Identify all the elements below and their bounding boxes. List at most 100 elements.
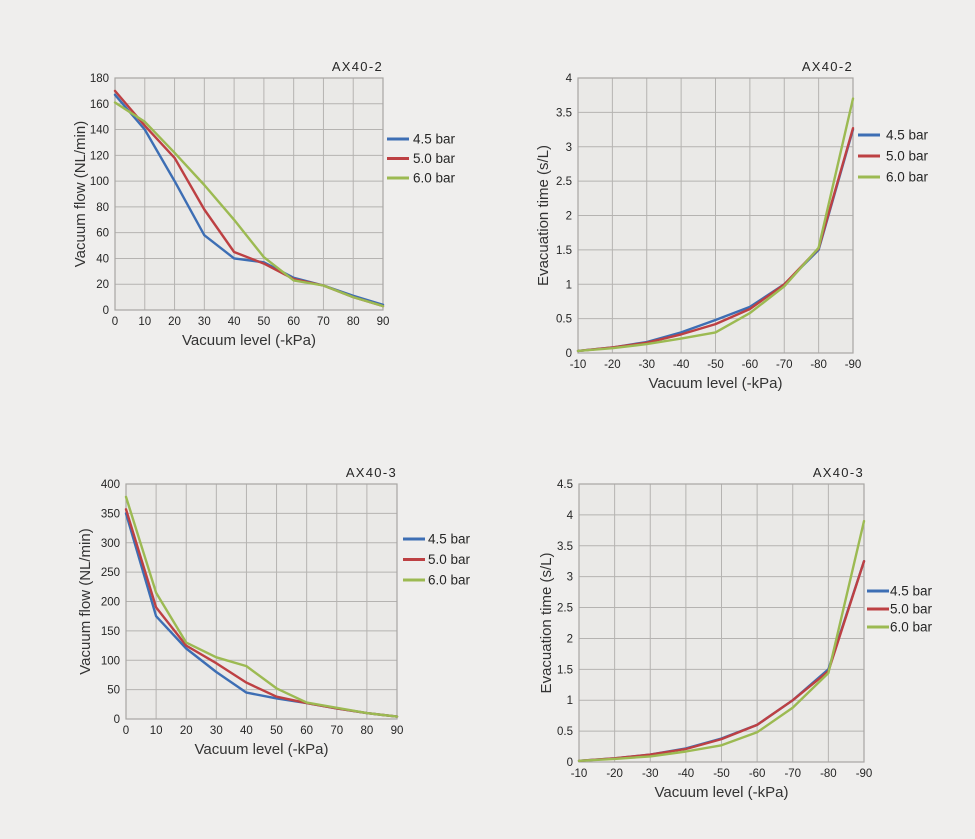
y-tick-label: 0.5	[556, 314, 572, 326]
x-tick-label: -60	[749, 768, 766, 780]
chart-ax40-2-evacuation-time: -10 -20 -30 -40 -50 -60 -70 -80 -90 0 0.5 1 1.5 2 2.5 3…	[530, 55, 975, 403]
chart-canvas: -10 -20 -30 -40 -50 -60 -70 -80 -90 0 0.5 1 1.5 2 2.5 3…	[535, 59, 929, 392]
y-tick-label: 1.5	[556, 245, 572, 257]
y-tick-label: 40	[96, 253, 109, 265]
y-tick-label: 2	[567, 633, 573, 645]
x-tick-label: 80	[347, 316, 360, 328]
x-tick-label: -20	[606, 768, 623, 780]
series-line-6-0-bar	[124, 495, 399, 718]
y-tick-label: 4	[567, 510, 574, 522]
x-axis-label: Vacuum level (-kPa)	[649, 375, 783, 392]
x-tick-label: -40	[678, 768, 695, 780]
legend-label-4-5-bar: 4.5 bar	[428, 532, 471, 547]
chart-ax40-3-vacuum-flow: 0 10 20 30 40 50 60 70 80 90 0 50 100 150 200 250 300 350…	[60, 455, 480, 773]
legend-label-5-0-bar: 5.0 bar	[886, 149, 929, 164]
y-tick-label: 4	[566, 73, 573, 85]
plot-area	[115, 78, 383, 310]
y-tick-label: 140	[90, 125, 109, 137]
legend-label-5-0-bar: 5.0 bar	[890, 602, 933, 617]
legend-label-6-0-bar: 6.0 bar	[886, 170, 929, 185]
y-tick-label: 350	[101, 508, 120, 520]
chart-title: AX40-2	[332, 59, 383, 74]
plot-frame	[125, 483, 398, 720]
x-tick-label: 20	[180, 725, 193, 737]
series-line-6-0-bar	[576, 97, 855, 353]
x-tick-label: 20	[168, 316, 181, 328]
x-tick-label: -70	[784, 768, 801, 780]
x-tick-label: 70	[330, 725, 343, 737]
x-tick-label: 60	[287, 316, 300, 328]
legend-label-4-5-bar: 4.5 bar	[413, 132, 456, 147]
x-tick-label: 0	[112, 316, 118, 328]
x-tick-label: -30	[642, 768, 659, 780]
legend-label-4-5-bar: 4.5 bar	[886, 128, 929, 143]
x-tick-label: -30	[638, 359, 655, 371]
x-tick-label: -40	[673, 359, 690, 371]
legend-label-5-0-bar: 5.0 bar	[428, 552, 471, 567]
x-axis-label: Vacuum level (-kPa)	[655, 784, 789, 801]
y-tick-label: 180	[90, 73, 109, 85]
x-tick-label: 40	[240, 725, 253, 737]
series-line-6-0-bar	[577, 519, 866, 762]
y-tick-label: 1	[567, 695, 573, 707]
y-tick-label: 4.5	[557, 479, 573, 491]
legend-label-6-0-bar: 6.0 bar	[413, 171, 456, 186]
y-tick-label: 1	[566, 279, 572, 291]
legend-label-4-5-bar: 4.5 bar	[890, 584, 933, 599]
x-tick-label: 60	[300, 725, 313, 737]
y-axis-label: Evacuation time (s/L)	[535, 145, 552, 286]
x-tick-label: 10	[138, 316, 151, 328]
y-tick-label: 3	[567, 572, 573, 584]
legend-label-6-0-bar: 6.0 bar	[890, 620, 933, 635]
x-tick-label: -90	[845, 359, 862, 371]
x-tick-label: 80	[360, 725, 373, 737]
y-tick-label: 3.5	[556, 107, 572, 119]
y-tick-label: 300	[101, 538, 120, 550]
y-tick-label: 2.5	[556, 176, 572, 188]
x-tick-label: 10	[150, 725, 163, 737]
y-tick-label: 3	[566, 142, 572, 154]
x-tick-label: -10	[570, 359, 587, 371]
legend-label-6-0-bar: 6.0 bar	[428, 573, 471, 588]
legend-label-5-0-bar: 5.0 bar	[413, 151, 456, 166]
x-tick-label: 70	[317, 316, 330, 328]
y-tick-label: 120	[90, 150, 109, 162]
y-tick-label: 2	[566, 211, 572, 223]
chart-ax40-3-evacuation-time: -10 -20 -30 -40 -50 -60 -70 -80 -90 0 0.5 1 1.5 2 2.5 3…	[530, 455, 975, 817]
x-tick-label: -80	[820, 768, 837, 780]
x-tick-label: 90	[377, 316, 390, 328]
y-tick-label: 50	[107, 685, 120, 697]
y-tick-label: 100	[90, 176, 109, 188]
chart-title: AX40-3	[346, 465, 397, 480]
plot-frame	[578, 483, 865, 763]
x-tick-label: 50	[257, 316, 270, 328]
x-tick-label: 0	[123, 725, 129, 737]
y-tick-label: 0	[567, 757, 573, 769]
chart-canvas: 0 10 20 30 40 50 60 70 80 90 0 20 40 60 80 100 120 140 160…	[72, 59, 456, 349]
y-tick-label: 0	[566, 348, 572, 360]
x-tick-label: -60	[742, 359, 759, 371]
x-tick-label: 30	[198, 316, 211, 328]
y-tick-label: 0	[103, 305, 109, 317]
x-tick-label: -80	[810, 359, 827, 371]
chart-title: AX40-3	[813, 465, 864, 480]
series-line-6-0-bar	[113, 101, 385, 308]
x-tick-label: -50	[707, 359, 724, 371]
y-tick-label: 150	[101, 626, 120, 638]
x-tick-label: 90	[391, 725, 404, 737]
x-axis-label: Vacuum level (-kPa)	[182, 332, 316, 349]
y-tick-label: 250	[101, 567, 120, 579]
x-tick-label: 50	[270, 725, 283, 737]
y-tick-label: 1.5	[557, 664, 573, 676]
y-tick-label: 0	[114, 714, 120, 726]
y-axis-label: Evacuation time (s/L)	[538, 553, 555, 694]
y-tick-label: 3.5	[557, 541, 573, 553]
x-tick-label: -20	[604, 359, 621, 371]
chart-title: AX40-2	[802, 59, 853, 74]
plot-frame	[577, 77, 854, 354]
y-tick-label: 2.5	[557, 603, 573, 615]
y-axis-label: Vacuum flow (NL/min)	[77, 528, 94, 674]
x-axis-label: Vacuum level (-kPa)	[195, 741, 329, 758]
x-tick-label: 40	[228, 316, 241, 328]
